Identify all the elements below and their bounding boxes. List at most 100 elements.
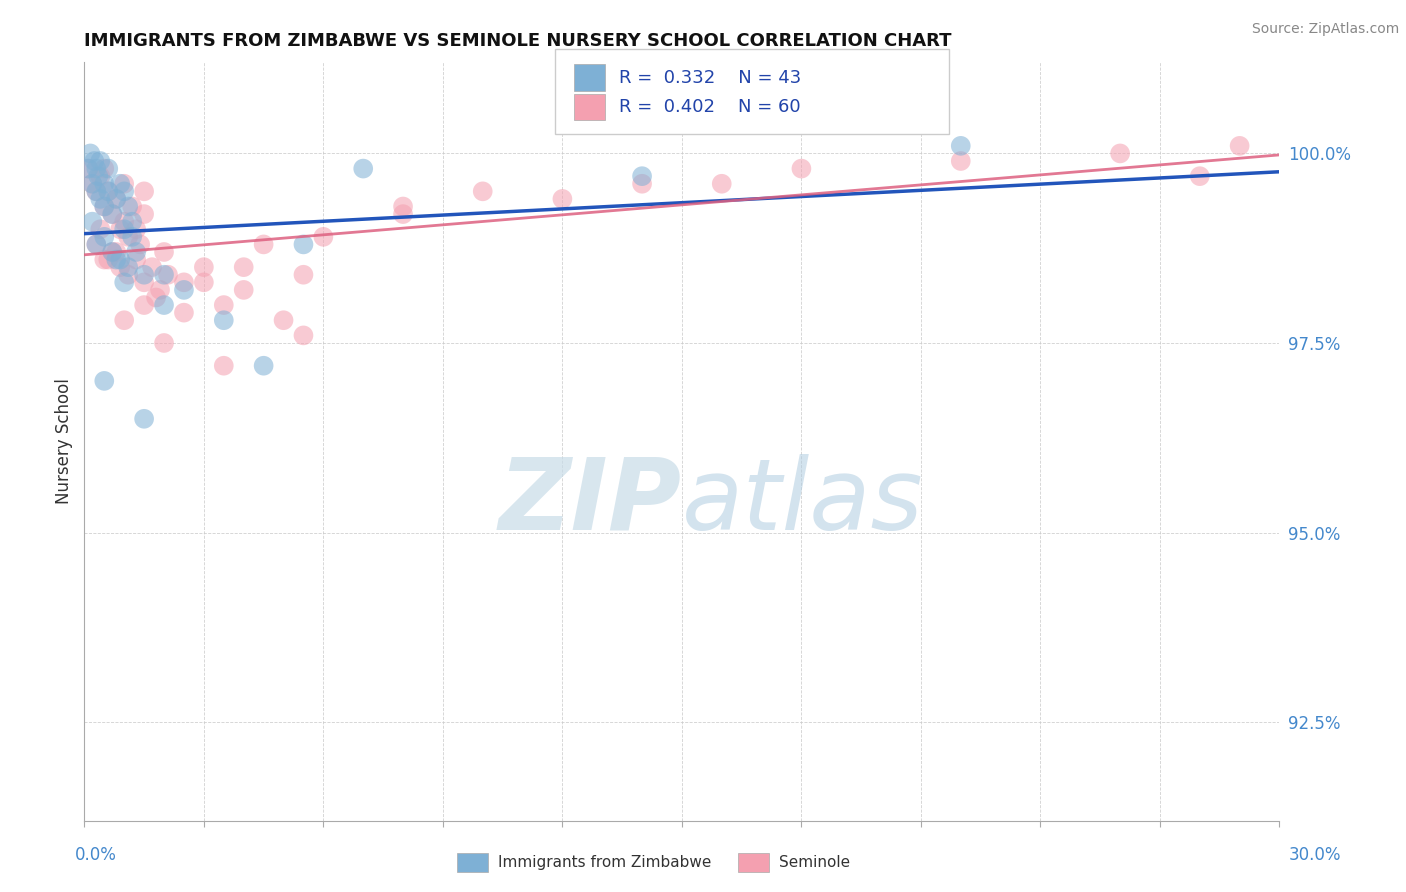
Point xyxy=(110,252,132,267)
Point xyxy=(93,161,115,176)
Point xyxy=(86,161,108,176)
Point xyxy=(97,161,120,176)
Point xyxy=(97,252,120,267)
Point xyxy=(153,298,176,312)
Point xyxy=(112,177,135,191)
Point xyxy=(97,185,120,199)
Text: IMMIGRANTS FROM ZIMBABWE VS SEMINOLE NURSERY SCHOOL CORRELATION CHART: IMMIGRANTS FROM ZIMBABWE VS SEMINOLE NUR… xyxy=(84,32,952,50)
Text: 0.0%: 0.0% xyxy=(75,846,117,863)
Point xyxy=(93,230,115,244)
Point xyxy=(253,237,276,252)
Y-axis label: Nursery School: Nursery School xyxy=(55,378,73,505)
Point xyxy=(173,283,195,297)
Point xyxy=(312,230,335,244)
Point xyxy=(101,245,124,260)
Point xyxy=(117,230,139,244)
Point xyxy=(117,268,139,282)
Point xyxy=(273,313,295,327)
Point xyxy=(392,200,415,214)
Point xyxy=(125,252,148,267)
Point xyxy=(83,154,105,169)
Point xyxy=(193,260,215,275)
Point xyxy=(157,268,180,282)
Point xyxy=(105,192,128,206)
Point xyxy=(232,260,254,275)
Point xyxy=(86,237,108,252)
Point xyxy=(121,215,143,229)
Point xyxy=(77,161,100,176)
Point xyxy=(89,222,111,236)
Point xyxy=(112,215,135,229)
Point xyxy=(193,276,215,290)
Point xyxy=(112,313,135,327)
Point xyxy=(112,185,135,199)
Point xyxy=(101,207,124,221)
Point xyxy=(93,252,115,267)
Text: Source: ZipAtlas.com: Source: ZipAtlas.com xyxy=(1251,22,1399,37)
Point xyxy=(132,185,156,199)
Point xyxy=(117,200,139,214)
Point xyxy=(212,313,235,327)
Point xyxy=(1109,146,1132,161)
Point xyxy=(145,291,167,305)
Point xyxy=(82,215,104,229)
Point xyxy=(110,260,132,275)
Point xyxy=(101,207,124,221)
Point xyxy=(86,185,108,199)
Point xyxy=(87,169,110,184)
Point xyxy=(790,161,813,176)
Point xyxy=(1229,139,1251,153)
Point xyxy=(173,306,195,320)
Point xyxy=(551,192,574,206)
Point xyxy=(93,200,115,214)
Point xyxy=(292,268,315,282)
Point xyxy=(97,185,120,199)
Point xyxy=(949,154,972,169)
Point xyxy=(292,328,315,343)
Point xyxy=(105,245,128,260)
Point xyxy=(129,237,152,252)
Text: R =  0.332    N = 43: R = 0.332 N = 43 xyxy=(619,69,801,87)
Point xyxy=(949,139,972,153)
Point xyxy=(101,245,124,260)
Point xyxy=(77,161,100,176)
Point xyxy=(212,298,235,312)
Point xyxy=(112,276,135,290)
Point xyxy=(132,268,156,282)
Point xyxy=(125,222,148,236)
Text: atlas: atlas xyxy=(682,454,924,550)
Text: 30.0%: 30.0% xyxy=(1288,846,1341,863)
Point xyxy=(232,283,254,297)
Point xyxy=(93,177,115,191)
Point xyxy=(132,207,156,221)
Point xyxy=(710,177,733,191)
Point xyxy=(86,185,108,199)
Point xyxy=(212,359,235,373)
Point xyxy=(132,276,156,290)
Point xyxy=(132,298,156,312)
Point xyxy=(93,374,115,388)
Point xyxy=(82,177,104,191)
Point xyxy=(105,192,128,206)
Point xyxy=(105,252,128,267)
Point xyxy=(117,260,139,275)
Point xyxy=(631,177,654,191)
Point xyxy=(110,222,132,236)
Point xyxy=(471,185,494,199)
Point xyxy=(86,237,108,252)
Point xyxy=(82,177,104,191)
Point xyxy=(1188,169,1211,184)
Text: ZIP: ZIP xyxy=(499,454,682,550)
Point xyxy=(89,154,111,169)
Point xyxy=(121,200,143,214)
Point xyxy=(392,207,415,221)
Text: Seminole: Seminole xyxy=(779,855,851,870)
Point xyxy=(89,169,111,184)
Text: R =  0.402    N = 60: R = 0.402 N = 60 xyxy=(619,98,800,116)
Point xyxy=(253,359,276,373)
Point xyxy=(153,336,176,351)
Point xyxy=(132,412,156,426)
Point xyxy=(153,245,176,260)
Point xyxy=(141,260,163,275)
Point xyxy=(125,245,148,260)
